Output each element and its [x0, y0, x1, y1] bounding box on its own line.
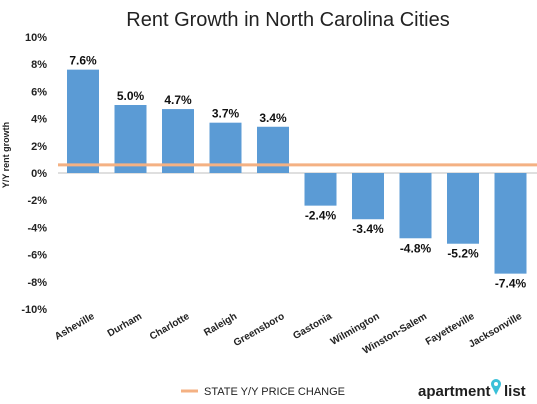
- data-label: -4.8%: [400, 241, 432, 255]
- y-tick-label: 10%: [25, 32, 47, 44]
- data-labels: 7.6% 5.0% 4.7% 3.7% 3.4% -2.4% -3.4% -4.8% -5.2%…: [69, 54, 526, 291]
- bar-durham: [114, 105, 147, 173]
- data-label: 4.7%: [164, 93, 192, 107]
- category-label: Durham: [106, 311, 144, 339]
- category-label: Greensboro: [232, 311, 287, 349]
- y-tick-label: -2%: [27, 195, 47, 207]
- bar-gastonia: [304, 173, 337, 206]
- bar-wilmington: [352, 173, 384, 220]
- y-tick-label: 0%: [31, 168, 47, 180]
- bar-charlotte: [162, 109, 194, 173]
- data-label: -5.2%: [447, 247, 479, 261]
- logo-text-list: list: [504, 383, 526, 400]
- y-tick-label: -4%: [27, 222, 47, 234]
- bar-fayetteville: [447, 173, 479, 244]
- data-label: -2.4%: [305, 209, 337, 223]
- y-axis-ticks: 10% 8% 6% 4% 2% 0% -2% -4% -6% -8% -10%: [21, 32, 47, 316]
- y-tick-label: -10%: [21, 304, 47, 316]
- y-tick-label: 4%: [31, 114, 47, 126]
- bar-winston-salem: [399, 173, 432, 239]
- data-label: -3.4%: [352, 222, 384, 236]
- data-label: 3.4%: [259, 111, 287, 125]
- y-axis-label: Y/Y rent growth: [1, 122, 11, 188]
- y-tick-label: 2%: [31, 141, 47, 153]
- y-tick-label: 6%: [31, 86, 47, 98]
- legend: STATE Y/Y PRICE CHANGE: [181, 386, 345, 398]
- logo-text-apartment: apartment: [418, 383, 491, 400]
- bar-jacksonville: [494, 173, 527, 274]
- category-label: Jacksonville: [467, 311, 524, 350]
- category-label: Asheville: [53, 311, 97, 343]
- apartment-list-logo: apartment list: [418, 379, 526, 400]
- category-label: Gastonia: [291, 311, 334, 342]
- category-label: Charlotte: [148, 311, 192, 343]
- y-tick-label: -6%: [27, 250, 47, 262]
- data-label: 5.0%: [117, 89, 145, 103]
- chart-title: Rent Growth in North Carolina Cities: [126, 9, 449, 31]
- category-labels: Asheville Durham Charlotte RaleighGreensbor…: [53, 311, 524, 357]
- category-label: Raleigh: [202, 311, 239, 339]
- data-label: 3.7%: [212, 107, 240, 121]
- bar-asheville: [67, 69, 99, 173]
- data-label: 7.6%: [69, 54, 97, 68]
- location-pin-icon: [491, 379, 501, 395]
- y-tick-label: -8%: [27, 277, 47, 289]
- data-label: -7.4%: [495, 277, 527, 291]
- legend-label: STATE Y/Y PRICE CHANGE: [204, 386, 345, 398]
- y-tick-label: 8%: [31, 59, 47, 71]
